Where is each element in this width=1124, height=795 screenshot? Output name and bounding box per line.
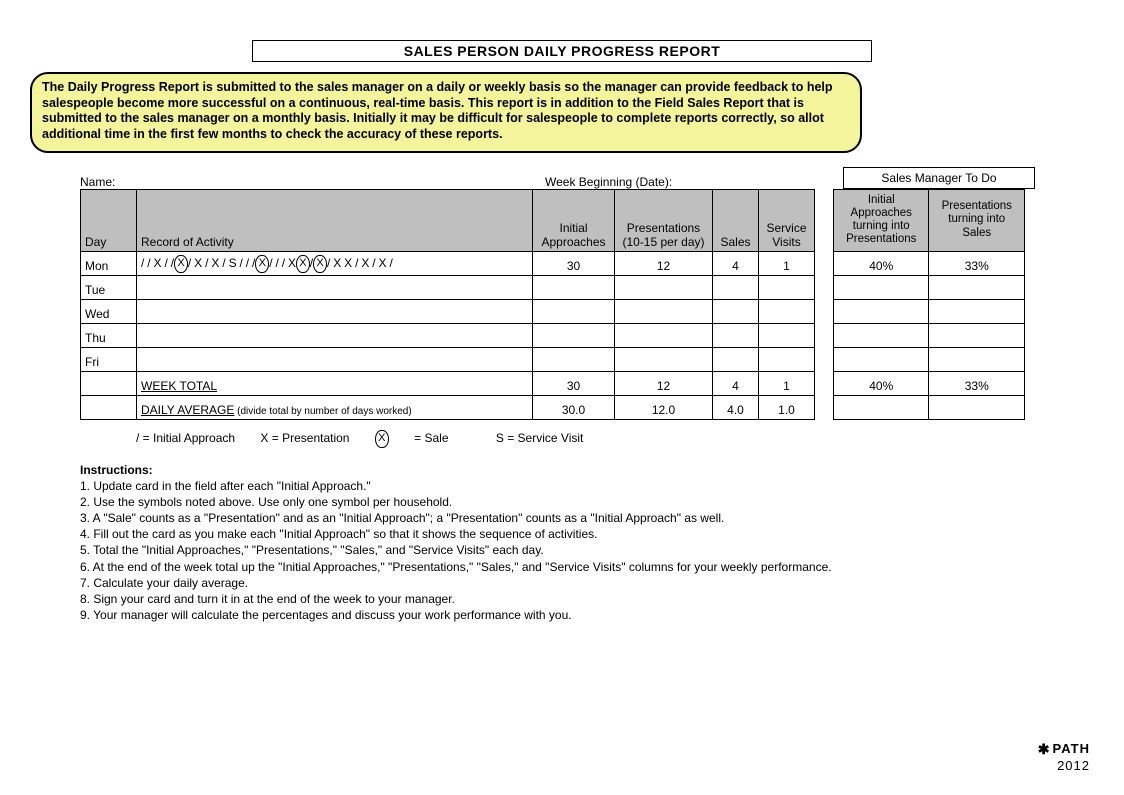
daily-average-row: DAILY AVERAGE (divide total by number of… (81, 395, 815, 419)
table-row: Tue (81, 275, 815, 299)
instruction-item: 8. Sign your card and turn it in at the … (80, 591, 1094, 607)
hdr-presentations: Presentations (10-15 per day) (615, 189, 713, 251)
daily-avg-label: DAILY AVERAGE (divide total by number of… (137, 395, 533, 419)
instruction-item: 1. Update card in the field after each "… (80, 478, 1094, 494)
instruction-item: 4. Fill out the card as you make each "I… (80, 526, 1094, 542)
instruction-item: 2. Use the symbols noted above. Use only… (80, 494, 1094, 510)
instructions: Instructions: 1. Update card in the fiel… (80, 462, 1094, 624)
hdr-record: Record of Activity (137, 189, 533, 251)
hdr-pr-to-sales: Presentations turning into Sales (929, 189, 1025, 251)
table-row: Wed (81, 299, 815, 323)
hdr-sales: Sales (713, 189, 759, 251)
report-title: SALES PERSON DAILY PROGRESS REPORT (252, 40, 872, 62)
legend-sale: X = Sale (375, 431, 471, 445)
info-callout: The Daily Progress Report is submitted t… (30, 72, 862, 153)
burst-icon: ✱ (1038, 741, 1051, 758)
legend-initial-approach: / = Initial Approach (136, 431, 235, 445)
name-label: Name: (80, 175, 545, 189)
table-row: Mon / / X / /X/ X / X / S / / /X/ / / XX… (81, 251, 815, 275)
hdr-day: Day (81, 189, 137, 251)
instruction-item: 6. At the end of the week total up the "… (80, 559, 1094, 575)
instruction-item: 3. A "Sale" counts as a "Presentation" a… (80, 510, 1094, 526)
cell-sv: 1 (759, 251, 815, 275)
footer: ✱PATH 2012 (1038, 741, 1090, 773)
table-row: Thu (81, 323, 815, 347)
table-row (834, 275, 1025, 299)
table-row (834, 347, 1025, 371)
activity-table: Day Record of Activity Initial Approache… (80, 189, 815, 420)
cell-record: / / X / /X/ X / X / S / / /X/ / / XX/X/ … (137, 251, 533, 275)
todo-table: Initial Approaches turning into Presenta… (833, 189, 1025, 420)
hdr-ia-to-pr: Initial Approaches turning into Presenta… (834, 189, 929, 251)
footer-year: 2012 (1038, 758, 1090, 773)
table-row: Fri (81, 347, 815, 371)
instruction-item: 7. Calculate your daily average. (80, 575, 1094, 591)
hdr-service-visits: Service Visits (759, 189, 815, 251)
circled-x-icon: X (375, 430, 389, 448)
cell-day: Mon (81, 251, 137, 275)
legend-presentation: X = Presentation (260, 431, 349, 445)
cell-ia: 30 (533, 251, 615, 275)
org-logo: ✱PATH (1038, 741, 1090, 758)
cell-pr: 12 (615, 251, 713, 275)
week-total-row: WEEK TOTAL 30 12 4 1 (81, 371, 815, 395)
todo-blank-row (834, 395, 1025, 419)
instruction-item: 5. Total the "Initial Approaches," "Pres… (80, 542, 1094, 558)
legend-service-visit: S = Service Visit (496, 431, 583, 445)
week-total-label: WEEK TOTAL (137, 371, 533, 395)
cell-sales: 4 (713, 251, 759, 275)
todo-title: Sales Manager To Do (843, 167, 1035, 189)
todo-week-total-row: 40%33% (834, 371, 1025, 395)
table-row: 40%33% (834, 251, 1025, 275)
table-row (834, 323, 1025, 347)
document-page: SALES PERSON DAILY PROGRESS REPORT The D… (0, 0, 1124, 643)
legend: / = Initial Approach X = Presentation X … (136, 430, 1094, 448)
instruction-item: 9. Your manager will calculate the perce… (80, 607, 1094, 623)
hdr-initial-approaches: Initial Approaches (533, 189, 615, 251)
week-beginning-label: Week Beginning (Date): (545, 175, 825, 189)
instructions-heading: Instructions: (80, 462, 1094, 478)
table-row (834, 299, 1025, 323)
